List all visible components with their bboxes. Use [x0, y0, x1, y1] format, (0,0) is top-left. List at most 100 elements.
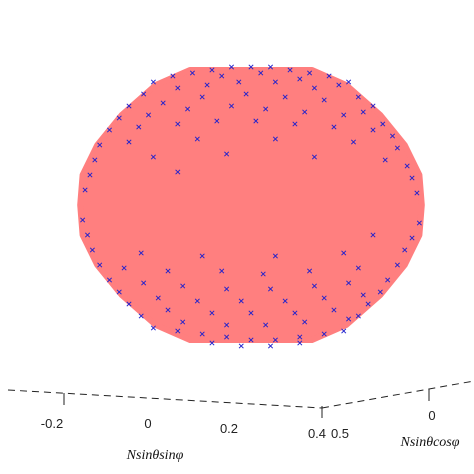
- x-marker: [297, 340, 303, 346]
- x-axis: -0.2 0 0.2 0.4 Nsinθsinφ: [7, 389, 326, 463]
- x-marker: [331, 124, 337, 130]
- x-marker: [106, 277, 113, 283]
- x-marker: [224, 286, 230, 292]
- x-marker: [224, 151, 230, 157]
- x-marker: [321, 97, 327, 103]
- x-marker: [219, 73, 225, 79]
- x-marker: [311, 85, 317, 91]
- x-marker: [272, 337, 278, 343]
- x-marker: [302, 109, 308, 115]
- x-marker: [189, 70, 195, 76]
- x-marker: [267, 64, 274, 70]
- x-marker: [272, 253, 278, 259]
- x-marker: [180, 319, 186, 325]
- x-marker: [138, 313, 144, 319]
- x-marker: [272, 136, 278, 142]
- x-marker: [248, 310, 254, 316]
- x-marker: [336, 82, 342, 88]
- x-marker: [321, 295, 327, 301]
- x-tick-label: 0: [144, 416, 151, 431]
- x-marker: [204, 82, 210, 88]
- x-marker: [150, 325, 156, 331]
- x-marker: [155, 295, 161, 301]
- sphere-surface: [77, 67, 425, 343]
- y-axis-line: [321, 380, 474, 409]
- x-marker: [238, 343, 244, 349]
- y-tick-label: 0.5: [331, 426, 349, 441]
- x-marker: [272, 79, 278, 85]
- x-marker: [209, 340, 215, 346]
- x-marker: [248, 64, 254, 70]
- x-marker: [141, 91, 147, 97]
- x-marker: [175, 169, 181, 175]
- x-marker: [84, 232, 91, 238]
- x-marker: [267, 286, 274, 292]
- x-marker: [175, 328, 181, 334]
- x-marker: [214, 118, 220, 124]
- x-marker: [126, 103, 132, 109]
- x-marker: [194, 136, 200, 142]
- x-marker: [126, 139, 132, 145]
- x-marker: [106, 127, 113, 133]
- x-marker: [394, 262, 400, 268]
- x-marker: [82, 187, 88, 193]
- y-tick-label: 0: [428, 408, 435, 423]
- x-marker: [297, 334, 303, 340]
- x-marker: [321, 331, 327, 337]
- x-marker: [263, 106, 269, 112]
- x-marker: [150, 79, 156, 85]
- x-axis-label: Nsinθsinφ: [126, 448, 184, 463]
- x-marker: [199, 253, 205, 259]
- x-marker: [224, 322, 230, 328]
- x-marker: [409, 175, 415, 181]
- x-marker: [209, 310, 215, 316]
- x-marker: [224, 334, 230, 340]
- x-marker: [402, 247, 408, 253]
- x-marker: [380, 121, 386, 127]
- x-marker: [370, 103, 376, 109]
- x-marker: [282, 298, 288, 304]
- x-marker: [346, 280, 352, 286]
- x-marker: [138, 250, 144, 256]
- x-marker: [92, 157, 98, 163]
- x-marker: [243, 91, 249, 97]
- x-marker: [307, 268, 313, 274]
- x-marker: [209, 67, 215, 73]
- x-marker: [292, 121, 298, 127]
- x-marker: [360, 109, 366, 115]
- x-marker: [382, 157, 388, 163]
- x-axis-line: [7, 389, 323, 409]
- x-marker: [346, 316, 352, 322]
- x-marker: [175, 85, 181, 91]
- x-marker: [87, 172, 93, 178]
- x-marker: [385, 277, 391, 283]
- x-marker: [355, 313, 361, 319]
- x-marker: [311, 283, 317, 289]
- x-marker: [302, 319, 308, 325]
- x-marker: [175, 121, 181, 127]
- x-marker: [185, 106, 191, 112]
- x-marker: [121, 265, 127, 271]
- x-marker: [136, 124, 142, 130]
- y-axis: 0.5 0 Nsinθcosφ: [321, 380, 474, 450]
- x-marker: [287, 67, 293, 73]
- x-marker: [307, 70, 313, 76]
- x-marker: [238, 298, 244, 304]
- x-marker: [253, 118, 259, 124]
- x-marker: [311, 154, 317, 160]
- x-marker: [414, 190, 420, 196]
- x-marker: [228, 64, 235, 70]
- x-marker: [365, 301, 371, 307]
- x-marker: [370, 127, 376, 133]
- x-marker: [97, 142, 103, 148]
- x-marker: [360, 292, 366, 298]
- x-marker: [116, 289, 122, 295]
- x-marker: [258, 70, 264, 76]
- x-marker: [394, 145, 400, 151]
- point-markers: [80, 64, 422, 349]
- x-marker: [350, 139, 357, 145]
- sphere-body: [77, 67, 425, 343]
- x-marker: [341, 328, 347, 334]
- x-marker: [116, 115, 122, 121]
